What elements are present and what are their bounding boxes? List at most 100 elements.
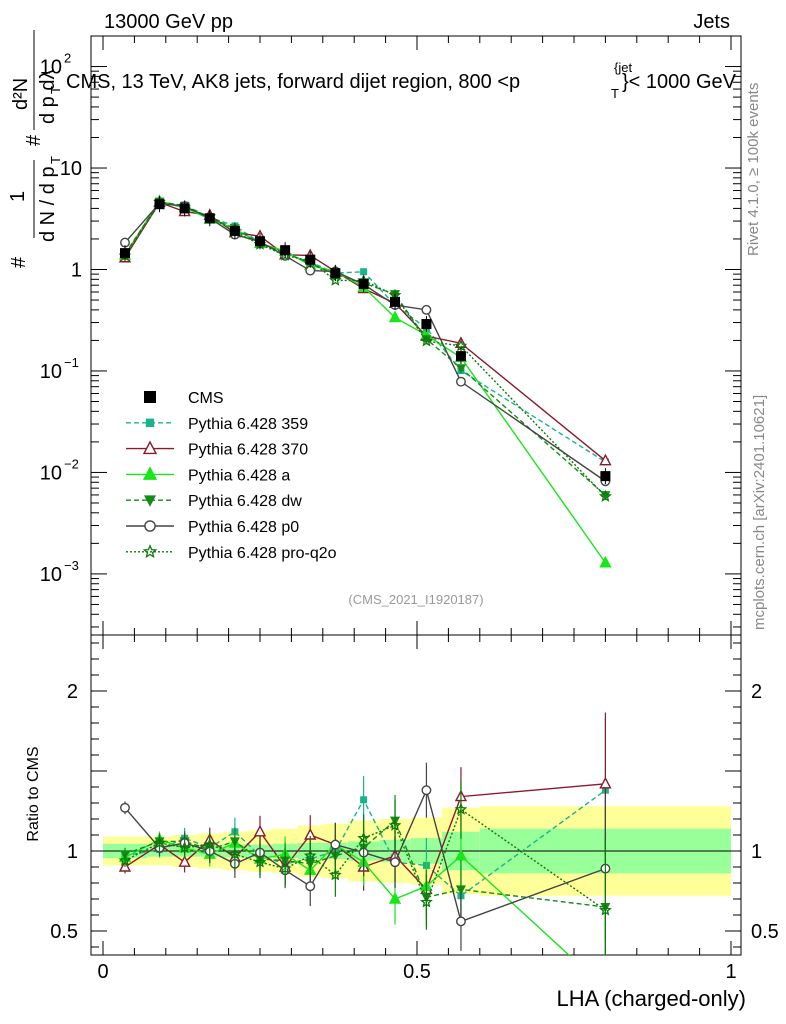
- series-ratio-marker: [305, 881, 316, 892]
- main-y-tick-label: 10: [40, 57, 62, 79]
- legend-item-series-3: Pythia 6.428 dw: [126, 493, 302, 510]
- series-marker: [455, 364, 466, 374]
- series-ratio-marker: [328, 868, 342, 881]
- series-ratio-marker: [120, 802, 130, 813]
- series-ratio-marker: [153, 836, 166, 849]
- legend-label: Pythia 6.428 p0: [188, 519, 299, 536]
- legend-marker: [145, 418, 155, 427]
- series-ratio-marker: [178, 841, 192, 854]
- cms-marker: [280, 245, 291, 256]
- legend-label: Pythia 6.428 a: [188, 467, 290, 484]
- main-y-tick-exponent: −3: [64, 558, 79, 573]
- series-ratio-marker: [456, 916, 466, 927]
- main-y-axis-label: # 1 d N / d p T # d²N d p dλ T: [7, 30, 63, 268]
- legend-marker: [144, 391, 156, 403]
- ratio-y-tick-label-right: 2: [751, 681, 762, 703]
- main-y-tick-label: 1: [71, 259, 82, 281]
- title-sup: {jet: [614, 60, 632, 75]
- legend-marker: [142, 544, 158, 559]
- main-y-tick-label: 10: [40, 564, 62, 586]
- ylabel-t: T: [48, 156, 63, 164]
- header-left: 13000 GeV pp: [104, 11, 233, 33]
- series-marker: [421, 304, 432, 315]
- series-ratio-marker: [330, 839, 341, 850]
- series-ratio-marker: [454, 802, 468, 815]
- series-ratio-marker: [253, 824, 267, 837]
- legend-item-series-2: Pythia 6.428 a: [126, 466, 290, 484]
- legend-item-series-0: Pythia 6.428 359: [126, 416, 308, 433]
- cms-marker: [119, 248, 130, 259]
- legend-marker: [144, 520, 156, 532]
- cms-marker: [390, 296, 401, 307]
- x-tick-label: 0.5: [403, 961, 431, 983]
- series-line: [124, 202, 606, 482]
- legend-item-series-1: Pythia 6.428 370: [126, 440, 308, 459]
- title-main: CMS, 13 TeV, AK8 jets, forward dijet reg…: [66, 71, 520, 93]
- series-ratio-marker: [388, 891, 402, 904]
- cms-marker: [229, 225, 240, 236]
- legend-label: Pythia 6.428 dw: [188, 493, 302, 510]
- series-ratio-marker: [360, 796, 368, 804]
- legend-item-series-5: Pythia 6.428 pro-q2o: [126, 544, 337, 562]
- legend-label: Pythia 6.428 359: [188, 416, 308, 433]
- legend-label: Pythia 6.428 370: [188, 442, 308, 459]
- series-ratio-5: [118, 779, 612, 955]
- main-y-tick-label: 10: [60, 158, 82, 180]
- series-ratio-marker: [118, 853, 132, 866]
- ylabel-d-pt-d-lambda: d p dλ: [37, 70, 59, 124]
- main-y-tick-exponent: 2: [64, 51, 71, 66]
- cms-marker: [330, 268, 341, 279]
- mc-series: [118, 194, 612, 955]
- series-ratio-marker: [357, 831, 371, 844]
- ratio-y-axis-label: Ratio to CMS: [25, 746, 42, 841]
- cms-marker: [455, 351, 466, 362]
- title-end: }< 1000 GeV: [622, 71, 737, 93]
- series-ratio-marker: [598, 903, 612, 916]
- cms-marker: [358, 278, 369, 289]
- cms-marker: [421, 319, 432, 330]
- cms-marker: [255, 236, 265, 247]
- series-ratio-marker: [455, 885, 466, 895]
- title-sub: T: [611, 86, 619, 101]
- cms-marker: [179, 203, 190, 214]
- ratio-y-tick-label: 2: [67, 681, 78, 703]
- series-ratio-marker: [278, 861, 292, 874]
- header-right: Jets: [693, 11, 730, 33]
- x-axis-label: LHA (charged-only): [556, 986, 746, 1011]
- legend-label: Pythia 6.428 pro-q2o: [188, 545, 337, 562]
- legend-marker: [144, 495, 156, 507]
- series-marker: [360, 268, 368, 276]
- cms-marker: [305, 254, 316, 265]
- series-ratio-marker: [420, 895, 433, 908]
- series-ratio-marker: [454, 848, 468, 861]
- watermark: (CMS_2021_I1920187): [348, 592, 483, 607]
- legend-marker: [142, 440, 158, 455]
- series-marker: [598, 489, 612, 502]
- series-ratio-marker: [253, 855, 267, 868]
- plot-title: CMS, 13 TeV, AK8 jets, forward dijet reg…: [66, 60, 737, 101]
- series-marker: [599, 453, 612, 466]
- series-ratio-marker: [178, 855, 191, 867]
- series-marker: [456, 376, 466, 387]
- series-ratio-marker: [388, 818, 402, 831]
- ylabel-hash: #: [8, 256, 30, 268]
- legend: CMS Pythia 6.428 359 Pythia 6.428 370 Pythi…: [126, 390, 337, 562]
- legend-label: CMS: [188, 390, 224, 407]
- ylabel-dsq-n: d²N: [10, 78, 32, 110]
- legend-marker: [142, 466, 158, 480]
- cms-data: [119, 196, 611, 485]
- ratio-y-tick-label: 0.5: [50, 921, 78, 943]
- ratio-y-tick-label-right: 1: [751, 841, 762, 863]
- cms-marker: [154, 199, 165, 210]
- side-label-top: Rivet 4.1.0, ≥ 100k events: [745, 83, 762, 256]
- main-y-tick-label: 10: [40, 361, 62, 383]
- series-ratio-marker: [390, 857, 400, 868]
- legend-item-cms: CMS: [144, 390, 224, 407]
- ratio-y-tick-label-right: 0.5: [751, 921, 779, 943]
- series-marker: [388, 310, 402, 323]
- side-label-bottom: mcplots.cern.ch [arXiv:2401.10621]: [751, 395, 768, 630]
- x-tick-label: 1: [725, 961, 736, 983]
- series-ratio-marker: [303, 849, 317, 862]
